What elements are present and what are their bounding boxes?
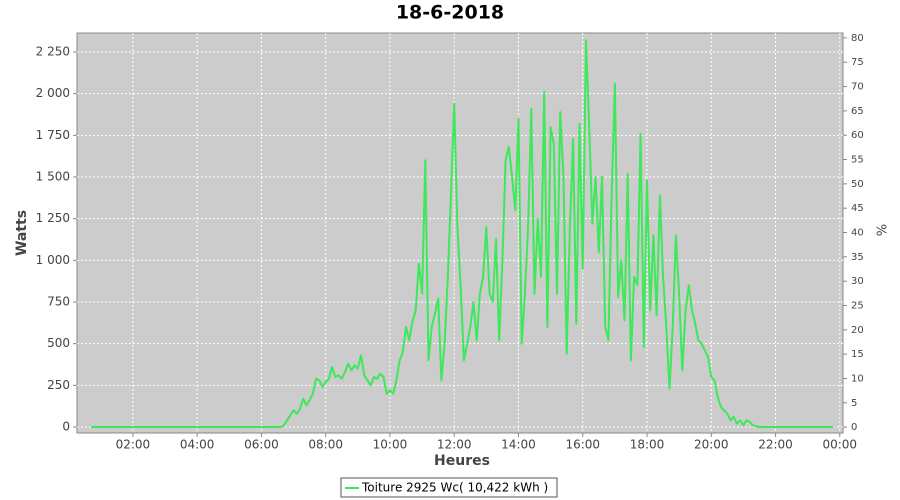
y-tick-label: 2 000 (36, 86, 70, 100)
legend-box (340, 477, 558, 498)
y2-tick-label: 55 (851, 155, 864, 166)
y2-tick-label: 50 (851, 179, 864, 190)
series-line (91, 39, 834, 428)
x-tick-label: 10:00 (373, 438, 408, 452)
x-tick-label: 18:00 (630, 438, 665, 452)
y2-tick-label: 20 (851, 325, 864, 336)
x-tick-label: 00:00 (822, 438, 857, 452)
x-tick-label: 20:00 (694, 438, 729, 452)
y-tick-label: 1 000 (36, 253, 70, 267)
y-tick-label: 2 250 (36, 45, 70, 59)
y2-tick-label: 35 (851, 252, 864, 263)
y2-tick-label: 60 (851, 130, 864, 141)
y2-tick-label: 40 (851, 228, 864, 239)
y-tick-label: 1 750 (36, 128, 70, 142)
y2-tick-label: 45 (851, 203, 864, 214)
legend: Toiture 2925 Wc( 10,422 kWh ) (340, 477, 558, 498)
chart-title: 18-6-2018 (396, 2, 504, 24)
y2-tick-label: 0 (851, 422, 857, 433)
y-tick-label: 1 500 (36, 170, 70, 184)
y-tick-label: 1 250 (36, 211, 70, 225)
y2-axis-label: % (876, 224, 891, 236)
x-tick-label: 06:00 (244, 438, 279, 452)
y-axis-label: Watts (14, 210, 30, 256)
x-tick-label: 02:00 (116, 438, 151, 452)
y2-tick-label: 65 (851, 106, 864, 117)
x-tick-label: 16:00 (565, 438, 600, 452)
x-tick-label: 14:00 (501, 438, 536, 452)
y-tick-label: 750 (47, 295, 70, 309)
y2-tick-label: 25 (851, 301, 864, 312)
legend-label: Toiture 2925 Wc( 10,422 kWh ) (361, 481, 548, 495)
y2-tick-label: 30 (851, 276, 864, 287)
y-tick-label: 250 (47, 378, 70, 392)
y2-tick-label: 15 (851, 349, 864, 360)
y2-tick-label: 80 (851, 33, 864, 44)
x-tick-label: 08:00 (308, 438, 343, 452)
x-tick-label: 04:00 (180, 438, 215, 452)
plot-area (76, 32, 844, 434)
y2-tick-label: 70 (851, 82, 864, 93)
y2-tick-label: 5 (851, 398, 857, 409)
y2-tick-label: 75 (851, 57, 864, 68)
x-tick-label: 12:00 (437, 438, 472, 452)
y-tick-label: 0 (62, 420, 70, 434)
y-tick-label: 500 (47, 336, 70, 350)
x-tick-label: 22:00 (758, 438, 793, 452)
y2-tick-label: 10 (851, 373, 864, 384)
x-axis-label: Heures (434, 453, 490, 469)
